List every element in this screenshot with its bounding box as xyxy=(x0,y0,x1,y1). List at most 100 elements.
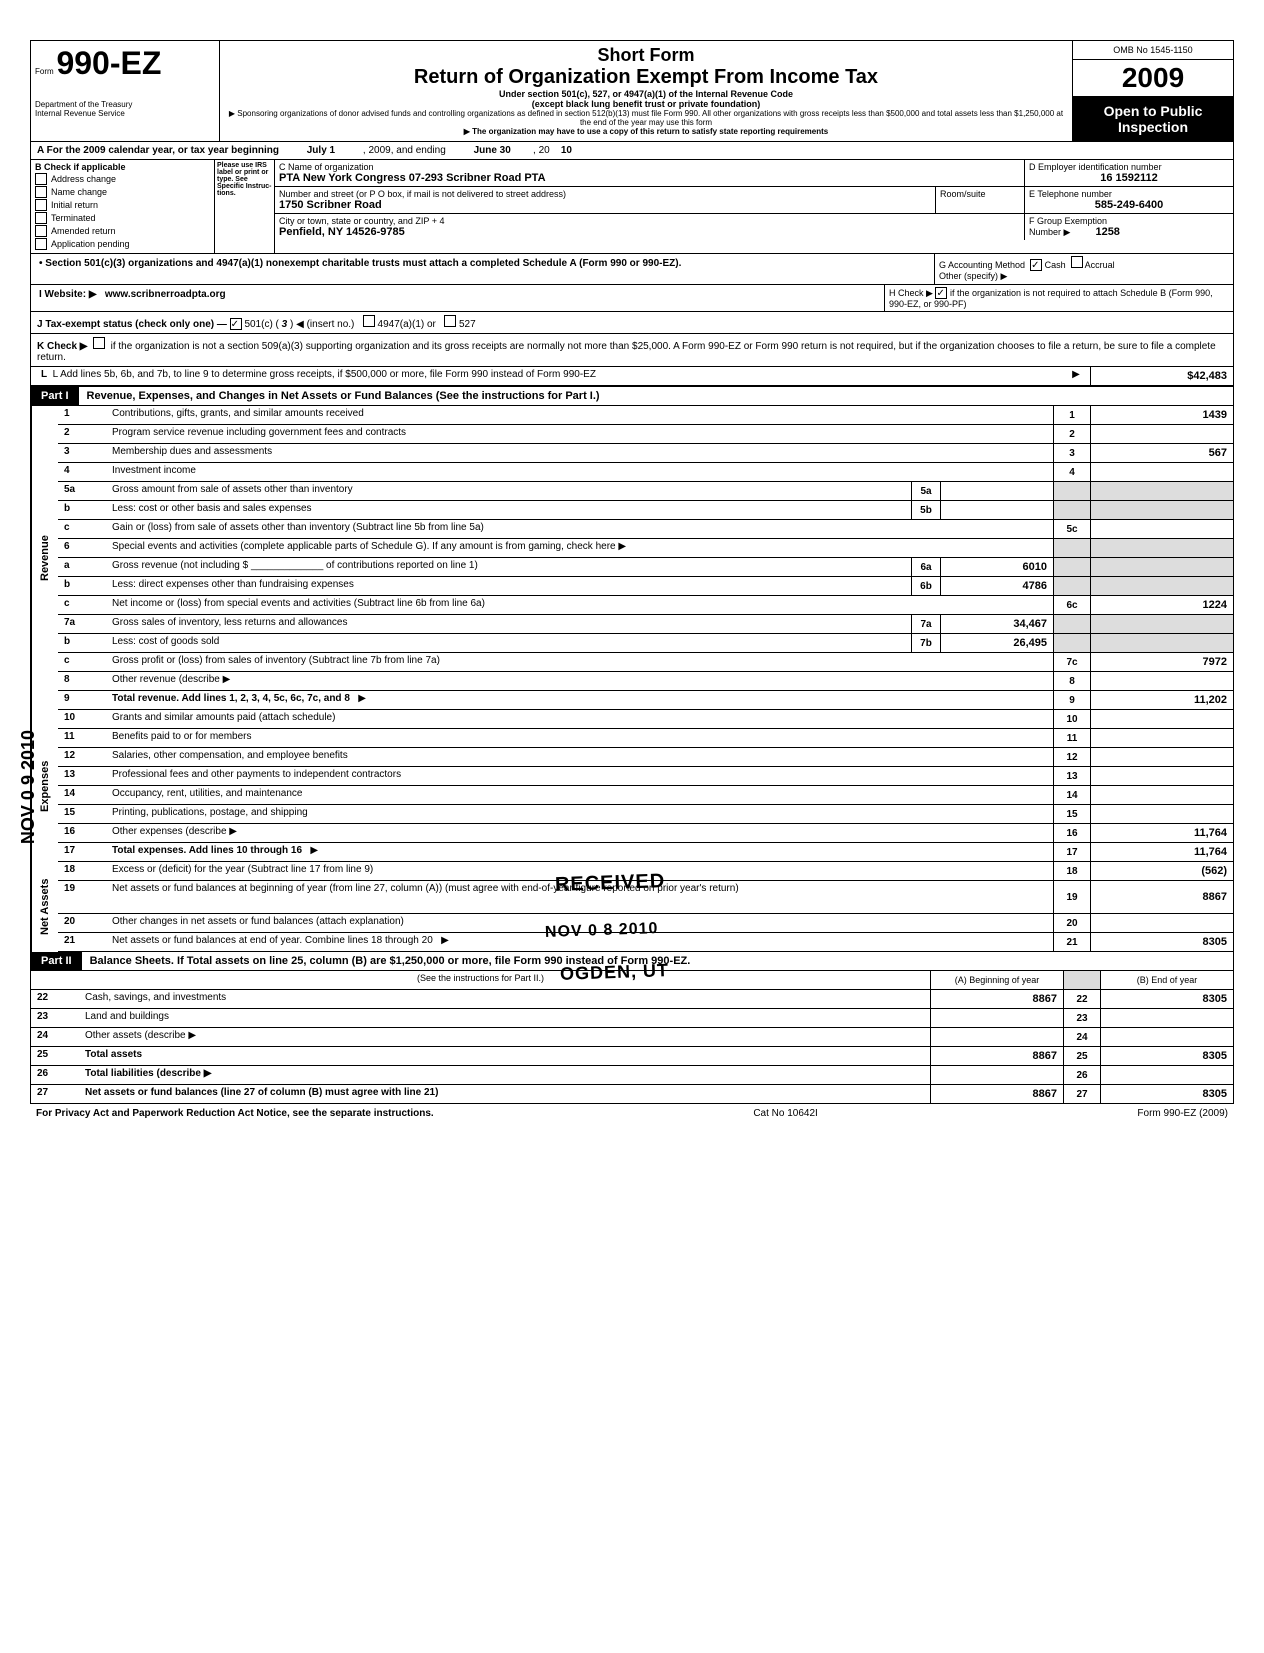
line9-amt: 11,202 xyxy=(1090,691,1233,709)
line6a-desc: Gross revenue (not including $ _________… xyxy=(108,558,911,576)
line6b-desc: Less: direct expenses other than fundrai… xyxy=(108,577,911,595)
line24-desc: Other assets (describe ▶ xyxy=(81,1028,930,1046)
room-label: Room/suite xyxy=(940,189,1020,199)
revenue-block: Revenue 1Contributions, gifts, grants, a… xyxy=(31,406,1233,710)
line5a-amt xyxy=(940,482,1053,500)
subtitle-section: Under section 501(c), 527, or 4947(a)(1)… xyxy=(228,89,1064,99)
netassets-side-label: Net Assets xyxy=(31,862,58,952)
line27-b: 8305 xyxy=(1100,1085,1233,1103)
line19-amt: 8867 xyxy=(1090,881,1233,913)
line21-amt: 8305 xyxy=(1090,933,1233,951)
cb-name-change[interactable]: Name change xyxy=(35,186,210,198)
line5b-desc: Less: cost or other basis and sales expe… xyxy=(108,501,911,519)
inspection-label: Inspection xyxy=(1075,119,1231,135)
schedule-a-note: • Section 501(c)(3) organizations and 49… xyxy=(31,254,934,284)
city-cell: City or town, state or country, and ZIP … xyxy=(275,214,1024,240)
omb-number: OMB No 1545-1150 xyxy=(1073,41,1233,60)
addr-cell: Number and street (or P O box, if mail i… xyxy=(275,187,935,213)
line6c-desc: Net income or (loss) from special events… xyxy=(108,596,1053,614)
line7c-desc: Gross profit or (loss) from sales of inv… xyxy=(108,653,1053,671)
cb-501c[interactable] xyxy=(230,318,242,330)
line6a-amt: 6010 xyxy=(940,558,1053,576)
group-exemption-cell: F Group Exemption Number ▶ 1258 xyxy=(1024,214,1233,240)
cb-pending[interactable]: Application pending xyxy=(35,238,210,250)
form-header: Form 990-EZ Department of the Treasury I… xyxy=(31,41,1233,142)
line7a-amt: 34,467 xyxy=(940,615,1053,633)
line16-amt: 11,764 xyxy=(1090,824,1233,842)
line7b-amt: 26,495 xyxy=(940,634,1053,652)
line4-desc: Investment income xyxy=(108,463,1053,481)
yr-end-val: 10 xyxy=(561,145,572,156)
form-number: 990-EZ xyxy=(56,45,161,81)
line8-amt xyxy=(1090,672,1233,690)
cb-4947[interactable] xyxy=(363,315,375,327)
h-section: H Check ▶ if the organization is not req… xyxy=(884,285,1233,311)
tax-year-begin: July 1 xyxy=(307,145,335,156)
yr-20-label: , 20 xyxy=(533,145,550,156)
cb-terminated[interactable]: Terminated xyxy=(35,212,210,224)
line26-b xyxy=(1100,1066,1233,1084)
line27-desc: Net assets or fund balances (line 27 of … xyxy=(85,1087,438,1098)
part1-header: Part I Revenue, Expenses, and Changes in… xyxy=(31,387,1233,406)
b-title: B Check if applicable xyxy=(35,162,126,172)
line24-a xyxy=(930,1028,1063,1046)
line14-amt xyxy=(1090,786,1233,804)
g-label: G Accounting Method xyxy=(939,260,1025,270)
line27-a: 8867 xyxy=(930,1085,1063,1103)
side-date-stamp: NOV 0 9 2010 xyxy=(18,730,39,844)
line22-a: 8867 xyxy=(930,990,1063,1008)
part2-header: Part II Balance Sheets. If Total assets … xyxy=(31,952,1233,971)
header-center: Short Form Return of Organization Exempt… xyxy=(220,41,1072,141)
irs-instructions: Please use IRS label or print or type. S… xyxy=(215,160,275,253)
revenue-side-label: Revenue xyxy=(31,406,58,710)
subtitle-except: (except black lung benefit trust or priv… xyxy=(228,99,1064,109)
cb-schedule-b[interactable] xyxy=(935,287,947,299)
website-row: I Website: ▶ www.scribnerroadpta.org H C… xyxy=(31,285,1233,312)
accounting-method: G Accounting Method Cash Accrual Other (… xyxy=(934,254,1233,284)
cb-initial-return[interactable]: Initial return xyxy=(35,199,210,211)
line25-b: 8305 xyxy=(1100,1047,1233,1065)
l-value: $ 42,483 xyxy=(1090,367,1233,385)
form-990ez: Form 990-EZ Department of the Treasury I… xyxy=(30,40,1234,1104)
line16-desc: Other expenses (describe ▶ xyxy=(108,824,1053,842)
info-block: B Check if applicable Address change Nam… xyxy=(31,160,1233,254)
line2-desc: Program service revenue including govern… xyxy=(108,425,1053,443)
h-label: H Check ▶ xyxy=(889,288,933,298)
line22-desc: Cash, savings, and investments xyxy=(81,990,930,1008)
line18-desc: Excess or (deficit) for the year (Subtra… xyxy=(108,862,1053,880)
line8-desc: Other revenue (describe ▶ xyxy=(108,672,1053,690)
section-b: B Check if applicable Address change Nam… xyxy=(31,160,215,253)
line1-desc: Contributions, gifts, grants, and simila… xyxy=(108,406,1053,424)
cb-address-change[interactable]: Address change xyxy=(35,173,210,185)
sec-a-label: A For the 2009 calendar year, or tax yea… xyxy=(37,145,279,156)
cb-k[interactable] xyxy=(93,337,105,349)
header-right: OMB No 1545-1150 2009 Open to Public Ins… xyxy=(1072,41,1233,141)
cb-amended[interactable]: Amended return xyxy=(35,225,210,237)
line20-desc: Other changes in net assets or fund bala… xyxy=(108,914,1053,932)
l-text: L Add lines 5b, 6b, and 7b, to line 9 to… xyxy=(53,369,596,380)
privacy-notice: For Privacy Act and Paperwork Reduction … xyxy=(36,1108,434,1119)
l-row: L L Add lines 5b, 6b, and 7b, to line 9 … xyxy=(31,367,1233,387)
line21-desc: Net assets or fund balances at end of ye… xyxy=(112,935,433,946)
col-b-head: (B) End of year xyxy=(1100,971,1233,989)
cb-527[interactable] xyxy=(444,315,456,327)
d-label: D Employer identification number xyxy=(1029,162,1229,172)
ein-cell: D Employer identification number 16 1592… xyxy=(1024,160,1233,186)
phone-cell: E Telephone number 585-249-6400 xyxy=(1024,187,1233,213)
line26-a xyxy=(930,1066,1063,1084)
org-name: PTA New York Congress 07-293 Scribner Ro… xyxy=(279,172,1020,184)
line5c-desc: Gain or (loss) from sale of assets other… xyxy=(108,520,1053,538)
line24-b xyxy=(1100,1028,1233,1046)
line13-desc: Professional fees and other payments to … xyxy=(108,767,1053,785)
g-other: Other (specify) ▶ xyxy=(939,271,1229,282)
sec-a-mid: , 2009, and ending xyxy=(363,145,446,156)
cb-accrual[interactable] xyxy=(1071,256,1083,268)
section-a-year: A For the 2009 calendar year, or tax yea… xyxy=(31,142,1233,160)
k-text: if the organization is not a section 509… xyxy=(37,341,1216,363)
501c-num: 3 xyxy=(282,319,288,330)
sponsor-note: ▶ Sponsoring organizations of donor advi… xyxy=(228,109,1064,127)
line7c-amt: 7972 xyxy=(1090,653,1233,671)
irs-label: Internal Revenue Service xyxy=(35,109,215,118)
line12-desc: Salaries, other compensation, and employ… xyxy=(108,748,1053,766)
cb-cash[interactable] xyxy=(1030,259,1042,271)
